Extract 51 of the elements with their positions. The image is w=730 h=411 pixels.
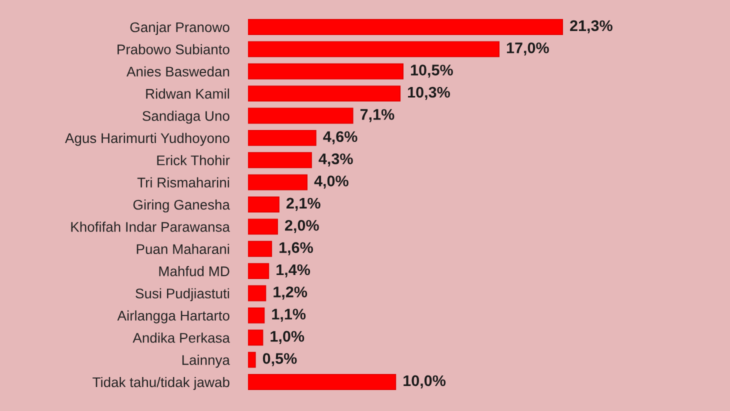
data-label: 2,1% xyxy=(286,198,320,211)
y-tick-label: Agus Harimurti Yudhoyono xyxy=(65,132,230,146)
bar xyxy=(248,285,266,302)
bar xyxy=(248,41,500,58)
bar xyxy=(248,19,563,35)
bar xyxy=(248,307,265,324)
y-tick-label: Tidak tahu/tidak jawab xyxy=(92,376,230,390)
data-label: 1,6% xyxy=(280,242,313,256)
bar xyxy=(248,240,272,257)
y-tick-label: Prabowo Subianto xyxy=(118,44,230,54)
y-tick-label: Puan Maharani xyxy=(136,244,230,254)
bar xyxy=(248,86,401,102)
bar xyxy=(248,130,316,146)
data-label: 7,1% xyxy=(360,109,394,122)
y-tick-label: Andika Perkasa xyxy=(132,332,230,343)
y-tick-label: Erick Thohir xyxy=(157,155,230,166)
y-tick-label: Mahfud MD xyxy=(159,266,230,276)
data-label: 4,0% xyxy=(314,176,348,189)
y-tick-label: Ganjar Pranowo xyxy=(130,22,230,35)
y-tick-label: Lainnya xyxy=(182,354,230,368)
data-label: 1,0% xyxy=(270,330,304,344)
data-label: 1,2% xyxy=(274,286,308,300)
bar xyxy=(248,174,308,190)
y-tick-label: Susi Pudjiastuti xyxy=(136,288,230,302)
data-label: 4,3% xyxy=(318,153,353,166)
data-label: 0,5% xyxy=(262,353,297,366)
bar xyxy=(248,152,312,168)
data-label: 4,6% xyxy=(323,131,358,144)
data-label: 1,4% xyxy=(276,264,310,278)
bar xyxy=(248,352,256,368)
data-label: 10,0% xyxy=(404,375,446,388)
y-tick-label: Anies Baswedan xyxy=(126,66,230,77)
data-label: 21,3% xyxy=(570,20,612,34)
bar xyxy=(248,263,270,280)
data-label: 1,1% xyxy=(272,308,306,322)
data-label: 10,5% xyxy=(410,64,453,78)
bar xyxy=(248,218,278,235)
bar xyxy=(248,63,404,80)
bar xyxy=(248,108,354,124)
bar xyxy=(248,330,264,346)
bar xyxy=(248,374,396,390)
y-tick-label: Khofifah Indar Parawansa xyxy=(71,222,230,232)
y-tick-label: Airlangga Hartarto xyxy=(117,310,230,324)
y-tick-label: Ridwan Kamil xyxy=(146,88,230,99)
data-label: 10,3% xyxy=(408,86,450,100)
data-label: 2,0% xyxy=(285,220,319,234)
bar xyxy=(248,196,280,212)
data-label: 17,0% xyxy=(506,42,549,56)
y-tick-label: Giring Ganesha xyxy=(133,199,230,212)
y-tick-label: Sandiaga Uno xyxy=(142,110,230,124)
y-tick-label: Tri Rismaharini xyxy=(137,177,230,188)
